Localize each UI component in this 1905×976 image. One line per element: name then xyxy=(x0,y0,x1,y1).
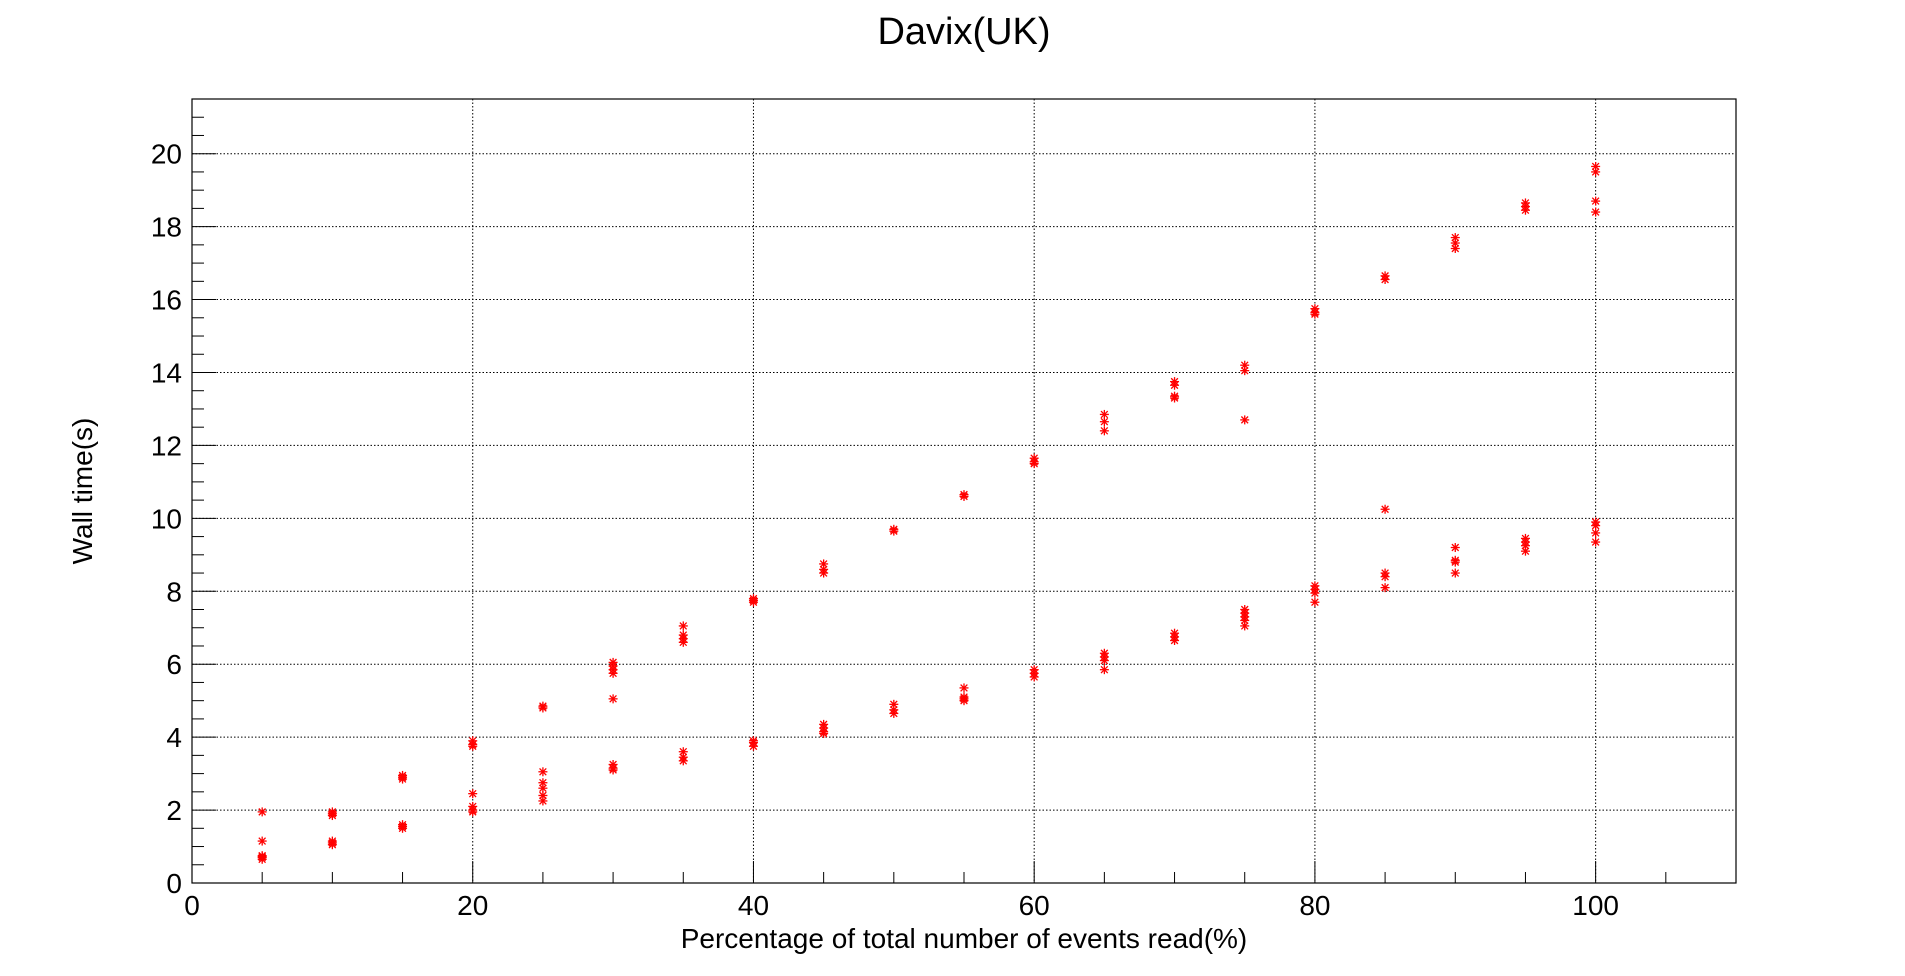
data-point xyxy=(748,741,758,751)
data-point xyxy=(1591,207,1601,217)
data-point xyxy=(468,741,478,751)
data-point xyxy=(257,852,267,862)
data-point xyxy=(1170,393,1180,403)
data-point xyxy=(1380,572,1390,582)
data-point xyxy=(889,526,899,536)
y-tick-label: 4 xyxy=(166,722,182,753)
x-tick-label: 40 xyxy=(738,890,769,921)
data-point xyxy=(1520,541,1530,551)
data-point xyxy=(819,728,829,738)
y-tick-label: 2 xyxy=(166,795,182,826)
data-point xyxy=(1450,543,1460,553)
data-point xyxy=(327,811,337,821)
y-tick-label: 8 xyxy=(166,576,182,607)
x-axis-label: Percentage of total number of events rea… xyxy=(681,923,1248,954)
data-point xyxy=(1380,275,1390,285)
data-point xyxy=(1099,656,1109,666)
data-point xyxy=(959,696,969,706)
grid-lines xyxy=(192,99,1736,883)
y-tick-label: 0 xyxy=(166,868,182,899)
data-point xyxy=(678,637,688,647)
data-point xyxy=(538,703,548,713)
y-tick-label: 10 xyxy=(151,503,182,534)
axis-ticks: 0 20 40 60 80 100 0 2 4 6 8 10 12 14 16 18 20 xyxy=(151,98,1667,921)
data-point xyxy=(819,568,829,578)
y-axis-label: Wall time(s) xyxy=(67,418,98,565)
data-point xyxy=(398,774,408,784)
data-point xyxy=(1240,621,1250,631)
data-point xyxy=(1450,557,1460,567)
data-point xyxy=(257,807,267,817)
data-point xyxy=(1450,233,1460,243)
data-point xyxy=(1591,528,1601,538)
chart-title: Davix(UK) xyxy=(877,11,1050,53)
x-tick-label: 80 xyxy=(1299,890,1330,921)
data-point xyxy=(678,756,688,766)
data-point xyxy=(468,789,478,799)
data-point xyxy=(327,840,337,850)
data-point xyxy=(1591,196,1601,206)
data-point xyxy=(1450,238,1460,248)
data-points xyxy=(257,161,1601,864)
data-point xyxy=(1099,426,1109,436)
data-point xyxy=(468,807,478,817)
data-point xyxy=(1380,583,1390,593)
data-point xyxy=(1591,537,1601,547)
data-point xyxy=(1310,597,1320,607)
data-point xyxy=(1310,588,1320,598)
data-point xyxy=(1450,568,1460,578)
data-point xyxy=(1240,366,1250,376)
data-point xyxy=(1450,244,1460,254)
data-point xyxy=(748,597,758,607)
data-point xyxy=(1170,636,1180,646)
data-point xyxy=(678,621,688,631)
y-tick-label: 20 xyxy=(151,139,182,170)
y-tick-label: 18 xyxy=(151,212,182,243)
y-tick-label: 16 xyxy=(151,285,182,316)
data-point xyxy=(1310,309,1320,319)
data-point xyxy=(1520,546,1530,556)
data-point xyxy=(1099,665,1109,675)
data-point xyxy=(1591,521,1601,531)
data-point xyxy=(1029,672,1039,682)
data-point xyxy=(1099,417,1109,427)
data-point xyxy=(1591,161,1601,171)
x-tick-label: 60 xyxy=(1019,890,1050,921)
data-point xyxy=(1520,205,1530,215)
data-point xyxy=(538,783,548,793)
data-point xyxy=(1170,380,1180,390)
x-tick-label: 100 xyxy=(1572,890,1619,921)
data-point xyxy=(608,668,618,678)
data-point xyxy=(889,708,899,718)
data-point xyxy=(538,796,548,806)
data-point xyxy=(1591,167,1601,177)
data-point xyxy=(608,765,618,775)
data-point xyxy=(608,694,618,704)
data-point xyxy=(538,767,548,777)
data-point xyxy=(257,836,267,846)
y-tick-label: 12 xyxy=(151,430,182,461)
y-tick-label: 14 xyxy=(151,357,182,388)
data-point xyxy=(1240,415,1250,425)
x-tick-label: 0 xyxy=(184,890,200,921)
y-tick-label: 6 xyxy=(166,649,182,680)
x-tick-label: 20 xyxy=(457,890,488,921)
data-point xyxy=(959,490,969,500)
data-point xyxy=(1029,459,1039,469)
data-point xyxy=(1380,504,1390,514)
data-point xyxy=(398,823,408,833)
data-point xyxy=(959,683,969,693)
